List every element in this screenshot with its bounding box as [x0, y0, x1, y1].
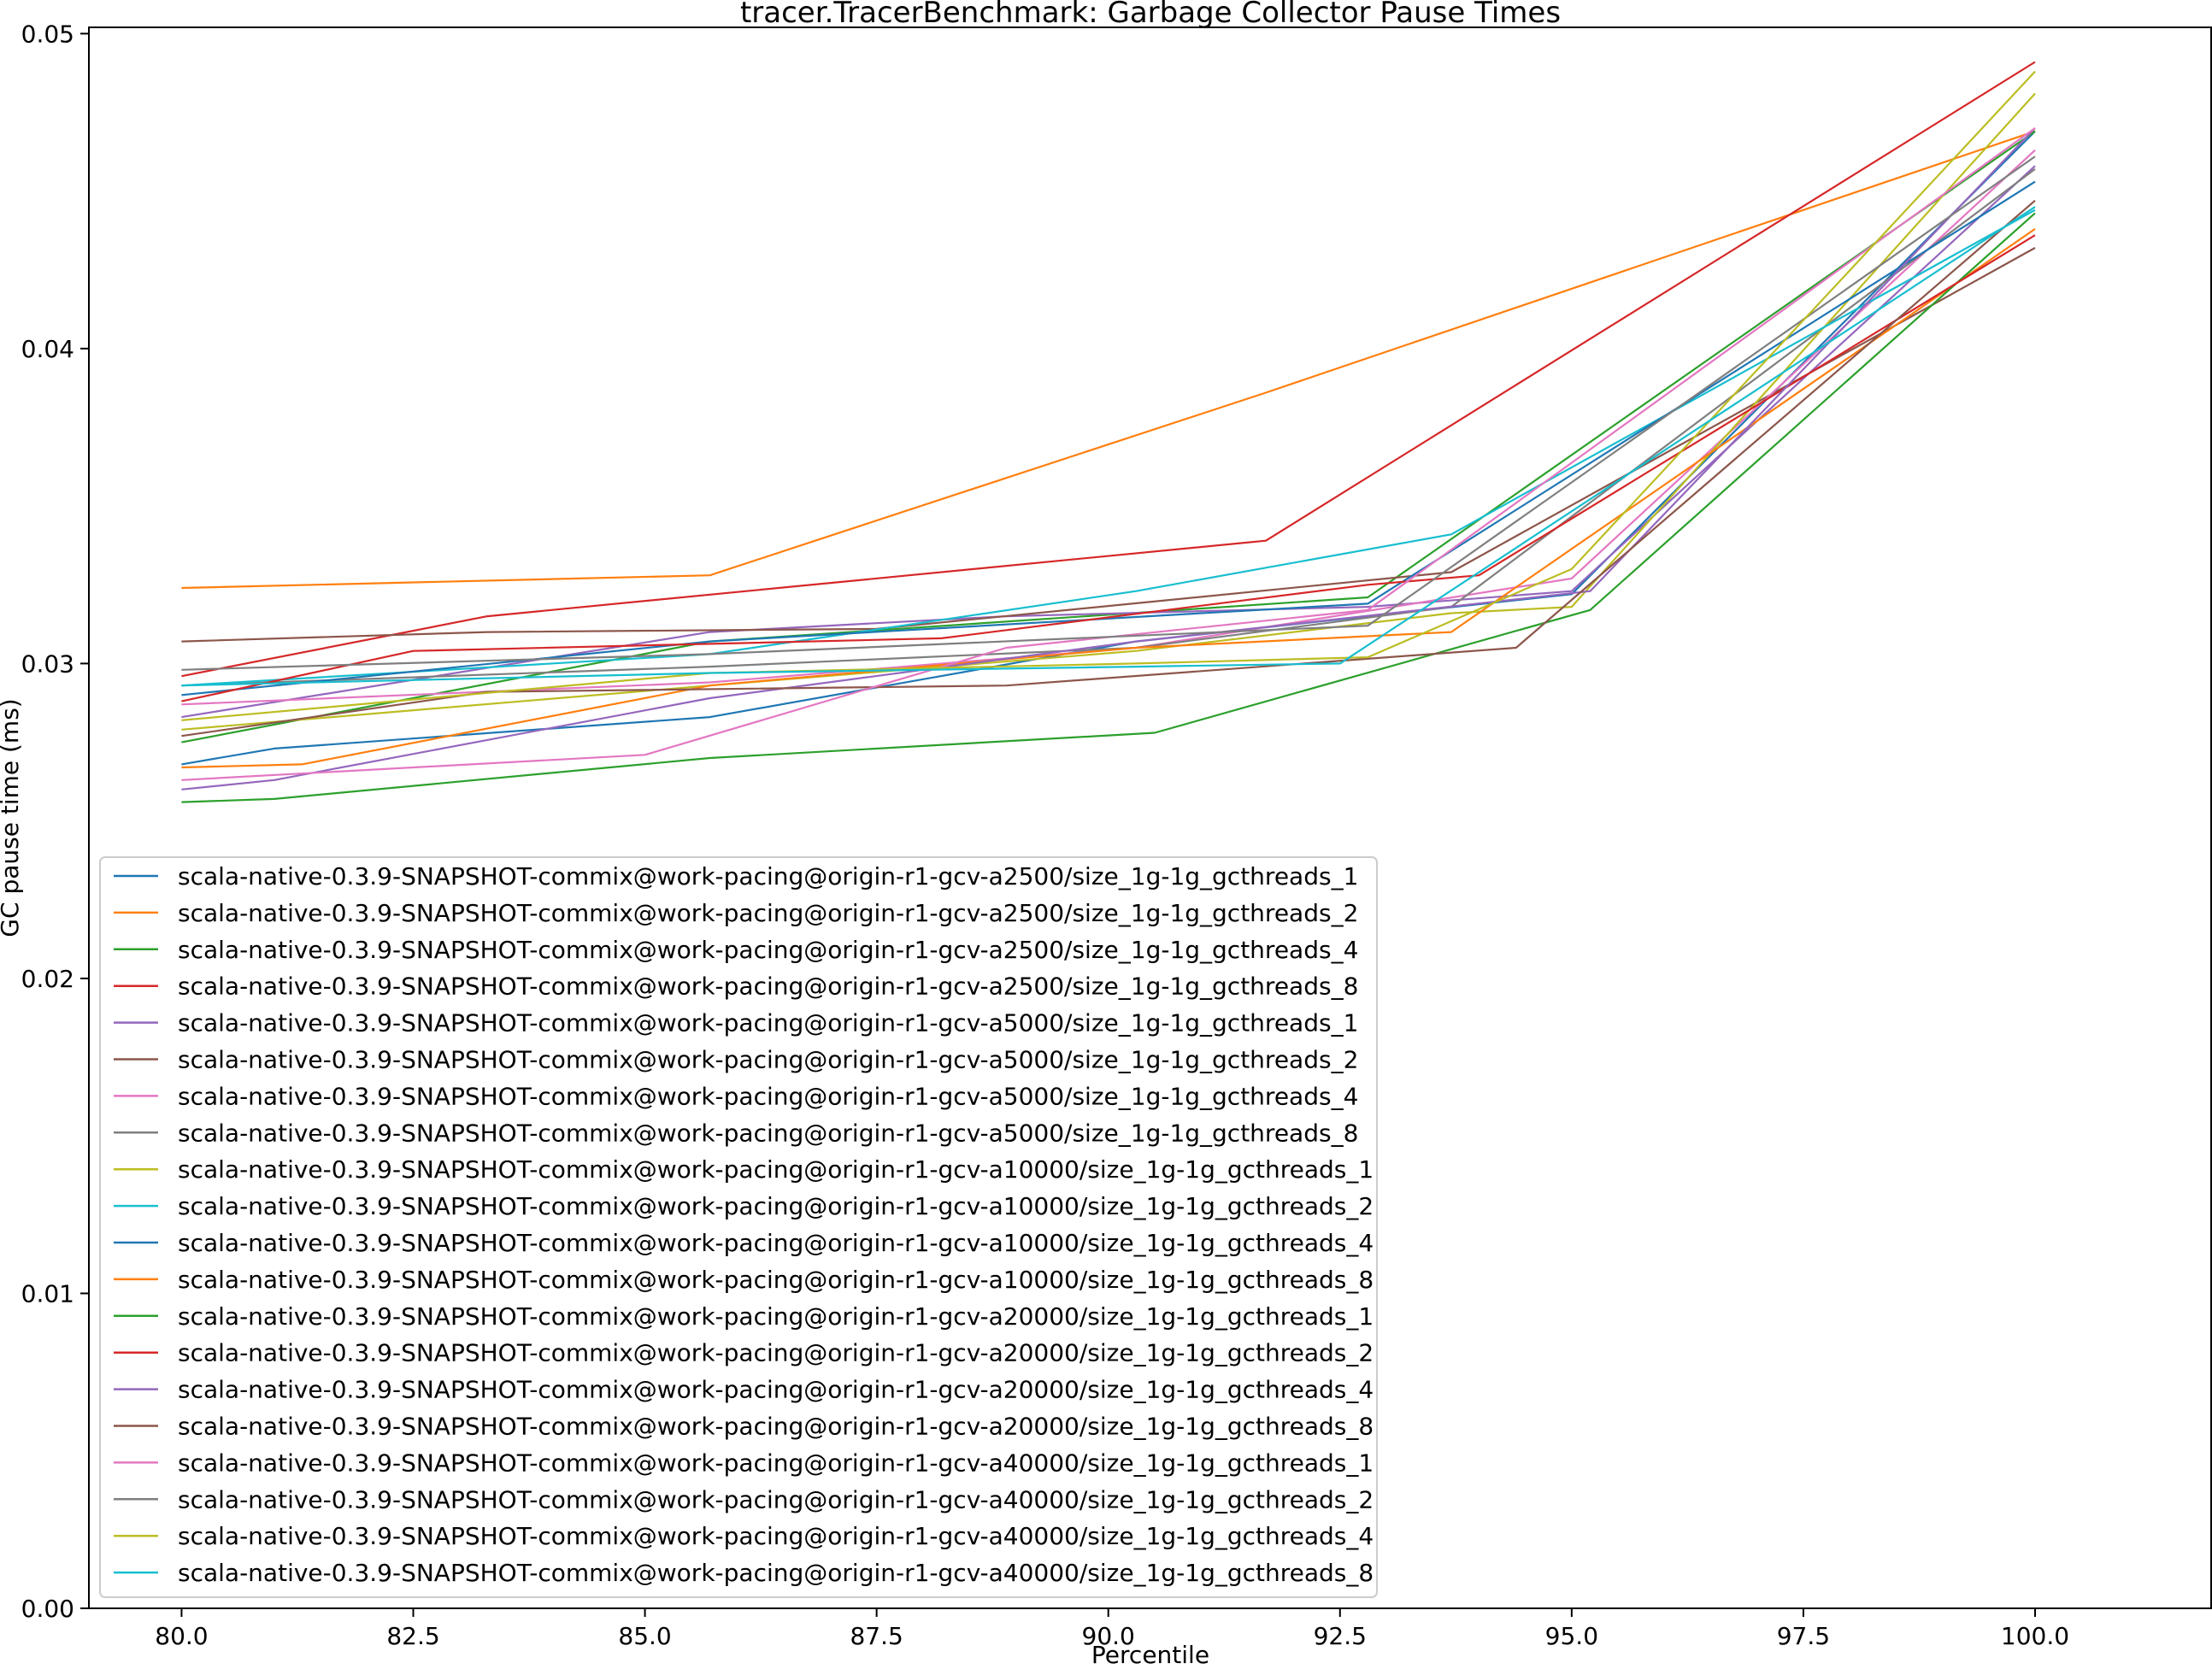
legend-label: scala-native-0.3.9-SNAPSHOT-commix@work-…	[178, 1119, 1358, 1147]
y-tick-label: 0.04	[21, 335, 74, 363]
y-tick-label: 0.02	[21, 965, 74, 993]
series-line-11	[181, 180, 2036, 696]
chart-title: tracer.TracerBenchmark: Garbage Collecto…	[740, 0, 1561, 30]
series-line-5	[181, 165, 2036, 719]
x-tick-label: 90.0	[1082, 1622, 1135, 1650]
x-axis-label: Percentile	[1091, 1641, 1209, 1669]
legend: scala-native-0.3.9-SNAPSHOT-commix@work-…	[99, 856, 1378, 1598]
y-tick-label: 0.03	[21, 649, 74, 678]
y-tick-label: 0.00	[21, 1595, 74, 1623]
series-line-20	[181, 206, 2036, 687]
legend-label: scala-native-0.3.9-SNAPSHOT-commix@work-…	[178, 1046, 1358, 1074]
legend-label: scala-native-0.3.9-SNAPSHOT-commix@work-…	[178, 1413, 1374, 1441]
legend-label: scala-native-0.3.9-SNAPSHOT-commix@work-…	[178, 899, 1358, 927]
legend-label: scala-native-0.3.9-SNAPSHOT-commix@work-…	[178, 862, 1358, 890]
series-line-15	[181, 127, 2036, 790]
legend-frame	[99, 856, 1378, 1598]
series-line-17	[181, 127, 2036, 781]
x-tick-label: 85.0	[618, 1622, 671, 1650]
x-tick-label: 92.5	[1314, 1622, 1367, 1650]
x-tick-label: 80.0	[155, 1622, 208, 1650]
series-line-13	[181, 212, 2036, 803]
legend-label: scala-native-0.3.9-SNAPSHOT-commix@work-…	[178, 936, 1358, 964]
legend-label: scala-native-0.3.9-SNAPSHOT-commix@work-…	[178, 1192, 1374, 1220]
legend-label: scala-native-0.3.9-SNAPSHOT-commix@work-…	[178, 1522, 1374, 1550]
series-line-14	[181, 234, 2036, 702]
plot-area	[181, 61, 2036, 803]
series-line-16	[181, 199, 2036, 738]
x-tick-label: 97.5	[1777, 1622, 1830, 1650]
legend-label: scala-native-0.3.9-SNAPSHOT-commix@work-…	[178, 1302, 1374, 1331]
y-axis: 0.00 0.01 0.02 0.03 0.04 0.05	[21, 20, 89, 1623]
series-line-8	[181, 167, 2036, 687]
series-line-4	[181, 61, 2036, 678]
legend-label: scala-native-0.3.9-SNAPSHOT-commix@work-…	[178, 1485, 1374, 1513]
y-tick-label: 0.01	[21, 1279, 74, 1308]
legend-label: scala-native-0.3.9-SNAPSHOT-commix@work-…	[178, 1559, 1374, 1587]
series-line-12	[181, 227, 2036, 769]
legend-label: scala-native-0.3.9-SNAPSHOT-commix@work-…	[178, 973, 1358, 1001]
legend-label: scala-native-0.3.9-SNAPSHOT-commix@work-…	[178, 1229, 1374, 1257]
x-tick-label: 100.0	[2001, 1622, 2069, 1650]
legend-items: scala-native-0.3.9-SNAPSHOT-commix@work-…	[114, 862, 1374, 1587]
plot-frame	[88, 26, 2212, 1609]
legend-label: scala-native-0.3.9-SNAPSHOT-commix@work-…	[178, 1009, 1358, 1037]
legend-label: scala-native-0.3.9-SNAPSHOT-commix@work-…	[178, 1376, 1374, 1404]
series-line-18	[181, 156, 2036, 671]
x-tick-label: 82.5	[386, 1622, 439, 1650]
y-axis-label: GC pause time (ms)	[0, 698, 24, 937]
series-line-2	[181, 130, 2036, 590]
legend-label: scala-native-0.3.9-SNAPSHOT-commix@work-…	[178, 1082, 1358, 1110]
legend-label: scala-native-0.3.9-SNAPSHOT-commix@work-…	[178, 1266, 1374, 1294]
x-tick-label: 95.0	[1545, 1622, 1598, 1650]
x-tick-label: 87.5	[850, 1622, 903, 1650]
x-axis: 80.0 82.5 85.0 87.5 90.0 92.5 95.0 97.5 100.0	[155, 1608, 2069, 1650]
series-line-9	[181, 92, 2036, 731]
legend-label: scala-native-0.3.9-SNAPSHOT-commix@work-…	[178, 1449, 1374, 1477]
legend-label: scala-native-0.3.9-SNAPSHOT-commix@work-…	[178, 1155, 1374, 1184]
series-line-3	[181, 130, 2036, 743]
legend-label: scala-native-0.3.9-SNAPSHOT-commix@work-…	[178, 1339, 1374, 1367]
y-tick-label: 0.05	[21, 20, 74, 48]
series-line-19	[181, 70, 2036, 721]
series-line-10	[181, 209, 2036, 687]
